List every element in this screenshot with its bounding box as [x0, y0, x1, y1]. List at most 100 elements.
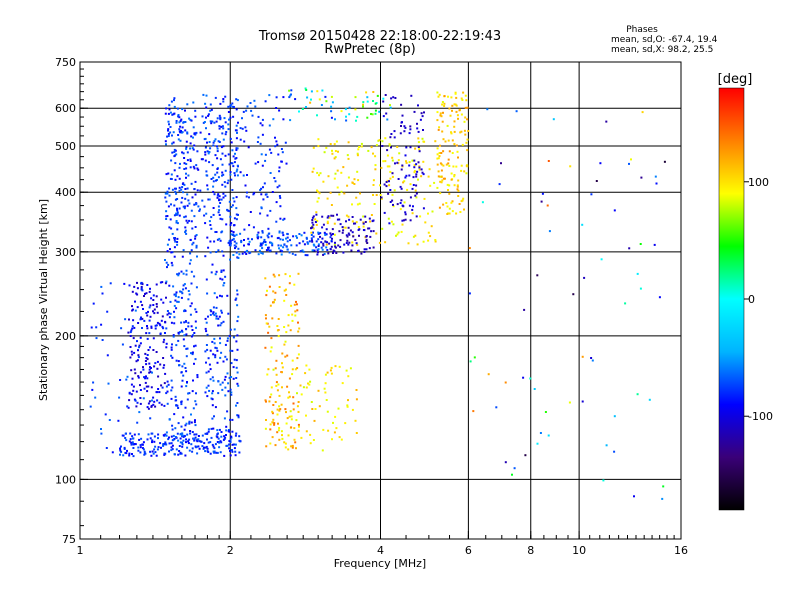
scatter-point	[179, 120, 182, 123]
scatter-point	[216, 451, 219, 454]
scatter-point	[423, 111, 425, 114]
scatter-point	[184, 129, 187, 132]
scatter-point	[277, 429, 280, 432]
scatter-point	[170, 321, 173, 324]
scatter-point	[175, 192, 178, 195]
scatter-point	[171, 343, 173, 346]
scatter-point	[321, 248, 324, 251]
scatter-point	[387, 192, 390, 195]
scatter-point	[372, 152, 374, 155]
scatter-point	[134, 399, 137, 402]
scatter-point	[338, 365, 341, 368]
scatter-point	[165, 296, 167, 299]
scatter-point	[212, 311, 215, 314]
scatter-point	[199, 208, 201, 211]
scatter-point	[267, 236, 270, 239]
scatter-point	[456, 188, 459, 191]
scatter-point	[231, 418, 234, 421]
scatter-point	[128, 440, 131, 443]
scatter-point	[346, 405, 349, 408]
scatter-point	[297, 353, 300, 356]
scatter-point	[464, 116, 467, 119]
scatter-point	[138, 438, 141, 441]
scatter-point	[232, 115, 235, 118]
scatter-point	[206, 348, 209, 351]
scatter-point	[186, 381, 188, 383]
scatter-point	[190, 335, 193, 338]
scatter-point	[137, 349, 139, 352]
scatter-point	[204, 255, 207, 258]
scatter-point	[265, 322, 268, 325]
scatter-point	[402, 181, 405, 184]
scatter-point	[332, 252, 334, 254]
scatter-point	[155, 305, 158, 308]
scatter-point	[209, 309, 212, 312]
scatter-point	[181, 432, 184, 435]
scatter-point	[268, 250, 271, 252]
scatter-point	[440, 175, 443, 178]
scatter-point	[162, 443, 165, 445]
scatter-point	[465, 99, 468, 102]
scatter-point	[174, 295, 177, 298]
scatter-point	[205, 170, 208, 173]
scatter-point	[436, 163, 439, 166]
scatter-point	[414, 194, 417, 197]
scatter-point	[267, 227, 270, 230]
scatter-point	[186, 193, 189, 196]
scatter-point	[274, 291, 277, 294]
scatter-point	[186, 103, 189, 106]
scatter-point	[417, 104, 419, 107]
scatter-point	[176, 432, 179, 435]
scatter-point	[288, 377, 291, 380]
scatter-point	[345, 369, 348, 372]
scatter-point	[397, 231, 400, 234]
scatter-point	[232, 237, 235, 240]
scatter-point	[441, 120, 444, 123]
scatter-point	[289, 275, 291, 278]
scatter-point	[365, 248, 368, 251]
scatter-point	[153, 448, 156, 451]
scatter-point	[374, 112, 377, 115]
scatter-point	[180, 118, 183, 121]
scatter-point	[175, 291, 178, 294]
scatter-point	[170, 203, 172, 206]
scatter-point	[233, 240, 236, 243]
scatter-point	[290, 426, 293, 429]
y-axis-label: Stationary phase Virtual Height [km]	[37, 199, 50, 401]
scatter-point	[315, 240, 318, 243]
scatter-point	[396, 146, 399, 148]
scatter-point	[230, 206, 233, 208]
scatter-point	[235, 196, 238, 199]
scatter-point	[380, 166, 383, 169]
scatter-point	[312, 227, 315, 230]
scatter-point	[308, 368, 311, 371]
scatter-point	[205, 344, 208, 346]
scatter-point	[209, 378, 212, 381]
scatter-point	[227, 312, 230, 315]
scatter-point	[309, 101, 312, 104]
scatter-point	[310, 227, 312, 230]
scatter-point	[236, 320, 239, 323]
scatter-point	[206, 184, 209, 187]
scatter-point	[442, 150, 445, 153]
scatter-point	[208, 389, 211, 392]
scatter-point	[256, 141, 259, 143]
scatter-point	[229, 454, 232, 457]
scatter-point	[183, 435, 186, 438]
scatter-point	[279, 217, 282, 220]
scatter-point	[372, 230, 375, 233]
scatter-point	[160, 319, 163, 322]
scatter-point	[228, 118, 230, 121]
scatter-point	[408, 132, 411, 135]
scatter-point	[128, 454, 131, 457]
scatter-point	[213, 121, 216, 124]
scatter-point	[215, 315, 218, 318]
scatter-point	[343, 192, 346, 195]
scatter-point	[397, 178, 400, 180]
scatter-point	[235, 359, 238, 362]
scatter-point	[362, 222, 365, 225]
scatter-point	[290, 93, 292, 96]
scatter-point	[222, 98, 225, 100]
scatter-point	[137, 376, 140, 379]
scatter-point	[190, 443, 193, 446]
